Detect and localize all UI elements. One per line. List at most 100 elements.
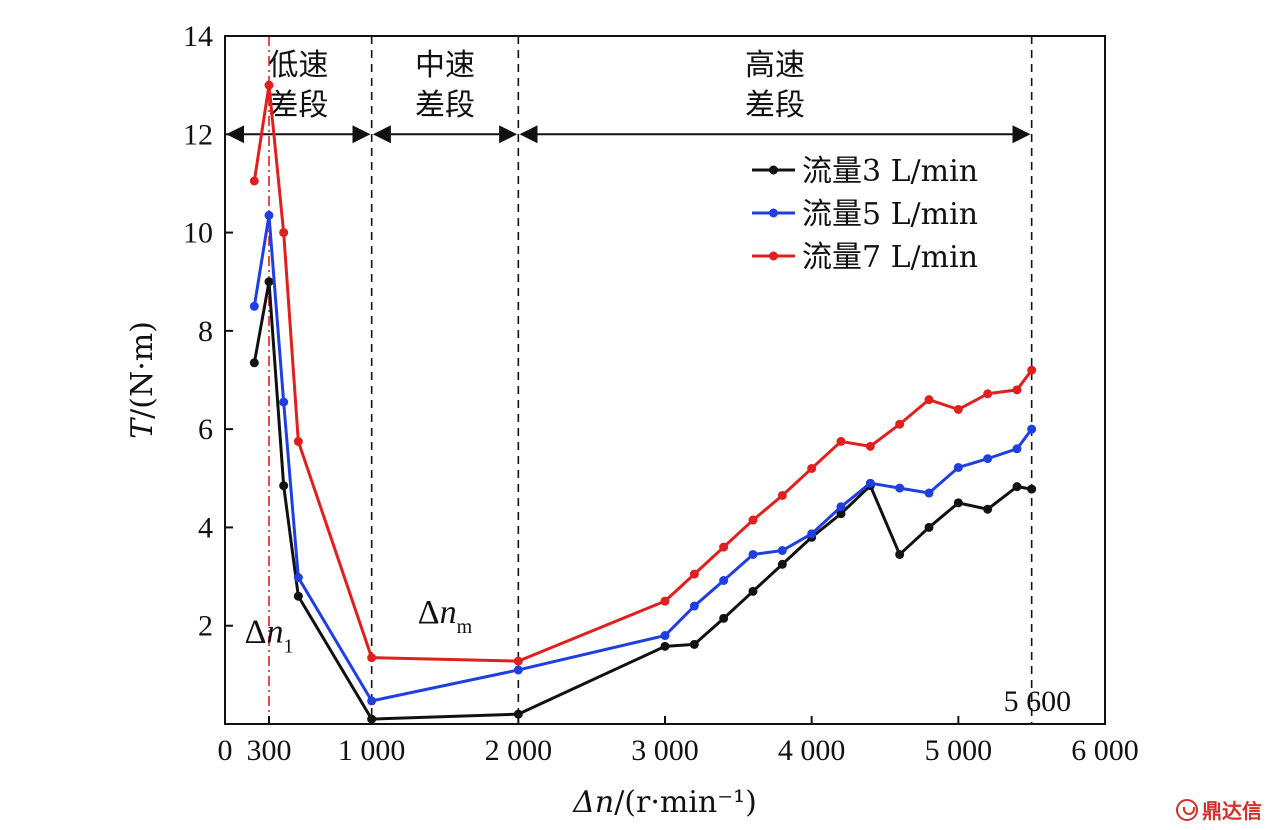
data-point — [513, 709, 523, 719]
series-line — [252, 280, 1032, 721]
annotation-label: Δnm — [418, 594, 473, 638]
data-point — [895, 419, 905, 429]
data-point — [924, 488, 934, 498]
data-point — [983, 454, 993, 464]
data-point — [264, 210, 274, 220]
reference-lines — [268, 36, 1033, 724]
data-point — [983, 389, 993, 399]
annotations: Δn1 Δnm 5 600 — [245, 594, 1072, 718]
y-tick-label: 8 — [198, 315, 213, 348]
data-point — [1012, 385, 1022, 395]
region-label-line2: 差段 — [415, 88, 475, 123]
data-point — [719, 576, 729, 586]
data-point — [953, 404, 963, 414]
y-tick-label: 10 — [183, 217, 213, 250]
data-point — [719, 542, 729, 552]
x-tick-label: 3 000 — [631, 734, 699, 767]
data-point — [719, 613, 729, 623]
annotation-label: 5 600 — [1004, 685, 1072, 718]
data-point — [836, 436, 846, 446]
x-tick-label: 0 — [218, 734, 233, 767]
data-point — [1012, 444, 1022, 454]
data-point — [807, 529, 817, 539]
data-point — [249, 301, 259, 311]
data-point — [895, 483, 905, 493]
data-point — [953, 462, 963, 472]
data-point — [748, 549, 758, 559]
y-tick-label: 12 — [183, 118, 213, 151]
data-point — [367, 653, 377, 663]
x-tick-label: 300 — [247, 734, 292, 767]
data-point — [249, 176, 259, 186]
legend-swatch-marker — [769, 208, 778, 218]
data-point — [249, 358, 259, 368]
axis-ticks: 0 300 1 000 2 000 3 000 4 000 5 000 6 000 2 4 6 8 10… — [183, 20, 1139, 767]
data-point — [1027, 365, 1037, 375]
data-point — [689, 639, 699, 649]
y-axis-title: T/(N·m) — [125, 321, 160, 439]
data-point — [264, 80, 274, 90]
data-point — [293, 591, 303, 601]
data-point — [807, 463, 817, 473]
data-point — [865, 478, 875, 488]
data-point — [293, 436, 303, 446]
region-label-line2: 差段 — [745, 88, 805, 123]
series-group — [249, 80, 1037, 724]
data-point — [836, 509, 846, 519]
series-line — [252, 83, 1033, 663]
data-point — [777, 546, 787, 556]
watermark-text: 鼎达信 — [1202, 799, 1262, 823]
data-point — [513, 665, 523, 675]
plot-frame — [224, 35, 1106, 725]
region-label-line1: 高速 — [745, 48, 805, 83]
data-point — [836, 502, 846, 512]
data-point — [924, 522, 934, 532]
legend-label: 流量3 L/min — [802, 154, 978, 189]
x-tick-label: 6 000 — [1071, 734, 1139, 767]
x-axis-title-text: Δn/(r·min⁻¹) — [572, 785, 757, 820]
data-point — [924, 395, 934, 405]
data-point — [279, 228, 289, 238]
data-point — [367, 696, 377, 706]
data-point — [983, 504, 993, 514]
y-tick-label: 6 — [198, 413, 213, 446]
x-axis-title: Δn/(r·min⁻¹) — [572, 785, 757, 820]
data-point — [689, 601, 699, 611]
x-tick-label: 4 000 — [778, 734, 846, 767]
data-point — [748, 586, 758, 596]
legend-swatch-marker — [769, 165, 778, 175]
x-tick-label: 2 000 — [485, 734, 553, 767]
watermark-logo-icon — [1176, 798, 1198, 821]
data-point — [777, 490, 787, 500]
x-tick-label: 5 000 — [925, 734, 993, 767]
data-point — [1027, 484, 1037, 494]
data-point — [1027, 424, 1037, 434]
data-point — [513, 656, 523, 666]
data-point — [293, 573, 303, 583]
data-point — [1012, 482, 1022, 492]
data-point — [953, 498, 963, 508]
legend-swatch-marker — [769, 251, 778, 261]
data-point — [264, 277, 274, 287]
y-tick-label: 2 — [198, 610, 213, 643]
data-point — [895, 549, 905, 559]
region-label-line1: 中速 — [415, 48, 475, 83]
legend-label: 流量7 L/min — [802, 240, 978, 275]
data-point — [777, 559, 787, 569]
series-line — [252, 213, 1033, 703]
legend-label: 流量5 L/min — [802, 197, 978, 232]
region-label-line1: 低速 — [268, 48, 328, 83]
data-point — [748, 515, 758, 525]
legend: 流量3 L/min 流量5 L/min 流量7 L/min — [752, 154, 978, 275]
y-axis-title-text: T/(N·m) — [125, 321, 160, 439]
data-point — [660, 631, 670, 641]
y-tick-label: 14 — [183, 20, 213, 53]
data-point — [689, 569, 699, 579]
x-tick-label: 1 000 — [338, 734, 406, 767]
region-label-line2: 差段 — [268, 88, 328, 123]
annotation-label: Δn1 — [245, 614, 294, 658]
data-point — [660, 641, 670, 651]
data-point — [865, 441, 875, 451]
